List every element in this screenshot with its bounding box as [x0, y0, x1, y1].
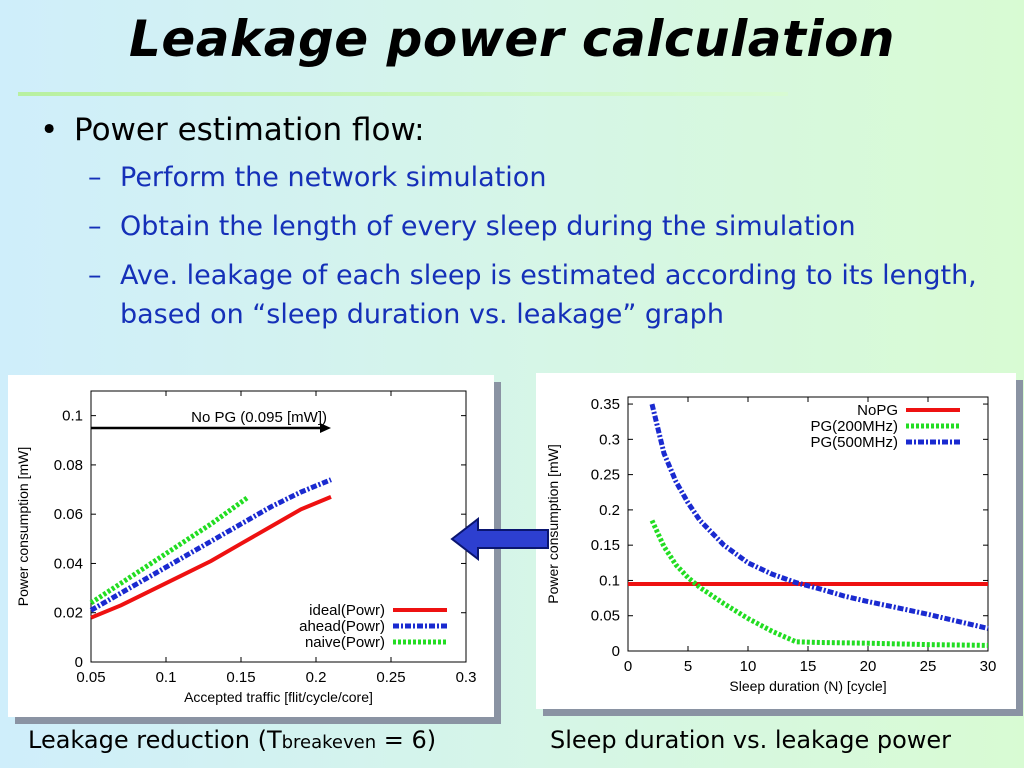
dash-icon: –	[88, 162, 102, 193]
y-tick-label: 0.25	[591, 467, 620, 484]
leakage-reduction-chart: 0.05 0.1 0.15 0.2 0.25 0.3 0 0.02 0.04 0.06 0.08 0.…	[15, 390, 477, 705]
leakage-reduction-chart-panel: 0.05 0.1 0.15 0.2 0.25 0.3 0 0.02 0.04 0.06 0.08 0.…	[8, 375, 494, 717]
series-line	[90, 495, 332, 620]
x-tick-label: 15	[800, 658, 817, 675]
y-axis-label: Power consumption [mW]	[545, 444, 561, 604]
sub-bullet-text: Ave. leakage of each sleep is estimated …	[120, 260, 977, 330]
sub-bullet-text: Obtain the length of every sleep during …	[120, 211, 856, 242]
x-tick-label: 0.3	[456, 669, 477, 686]
y-tick-label: 0.08	[54, 457, 83, 474]
x-tick-label: 0.25	[376, 669, 405, 686]
plot-frame	[90, 390, 467, 663]
x-tick-label: 10	[740, 658, 757, 675]
series-line	[89, 494, 250, 605]
main-bullet-text: Power estimation flow:	[74, 112, 425, 148]
y-axis-label: Power consumption [mW]	[15, 447, 31, 607]
x-axis-label: Sleep duration (N) [cycle]	[729, 678, 886, 694]
caption-left-suffix: = 6)	[376, 726, 437, 754]
series-line	[89, 477, 332, 613]
x-tick-label: 0.1	[156, 669, 177, 686]
no-pg-annotation: No PG (0.095 [mW])	[191, 409, 327, 426]
series-line	[649, 403, 989, 631]
x-tick-label: 5	[684, 658, 692, 675]
dash-icon: –	[88, 211, 102, 242]
sleep-duration-chart: 0 5 10 15 20 25 30 0 0.05 0.1 0.15 0.2 0.25 0.3 0.35 Sl…	[545, 396, 997, 694]
y-tick-label: 0.05	[591, 608, 620, 625]
x-tick-label: 0.05	[76, 669, 105, 686]
legend-label: PG(200MHz)	[810, 418, 898, 435]
x-axis-label: Accepted traffic [flit/cycle/core]	[184, 689, 373, 705]
y-tick-label: 0.04	[54, 555, 83, 572]
y-tick-label: 0	[612, 643, 620, 660]
y-tick-label: 0.35	[591, 396, 620, 413]
main-bullet: • Power estimation flow:	[40, 112, 1000, 148]
title-underline	[18, 92, 788, 96]
dash-icon: –	[88, 260, 102, 291]
sub-bullet-list: – Perform the network simulation – Obtain …	[40, 158, 1000, 334]
y-tick-label: 0.1	[599, 572, 620, 589]
bullet-dot-icon: •	[40, 112, 59, 148]
x-tick-label: 20	[860, 658, 877, 675]
caption-leakage-reduction: Leakage reduction (Tbreakeven = 6)	[28, 726, 436, 754]
left-arrow-icon	[450, 517, 549, 561]
caption-left-prefix: Leakage reduction (T	[28, 726, 282, 754]
legend-label: PG(500MHz)	[810, 434, 898, 451]
y-tick-label: 0.1	[62, 408, 83, 425]
legend-label: ahead(Powr)	[299, 618, 385, 635]
y-tick-label: 0.06	[54, 506, 83, 523]
y-tick-label: 0.02	[54, 605, 83, 622]
x-tick-label: 0.15	[226, 669, 255, 686]
no-pg-arrowhead	[320, 422, 331, 433]
sub-bullet: – Obtain the length of every sleep during…	[40, 207, 1000, 246]
x-tick-label: 0	[624, 658, 632, 675]
series-line	[649, 519, 989, 648]
y-tick-label: 0.3	[599, 431, 620, 448]
legend-label: NoPG	[857, 402, 898, 419]
x-tick-label: 25	[920, 658, 937, 675]
sub-bullet: – Ave. leakage of each sleep is estimated…	[40, 256, 1000, 334]
x-tick-label: 0.2	[306, 669, 327, 686]
y-tick-label: 0.15	[591, 537, 620, 554]
sub-bullet: – Perform the network simulation	[40, 158, 1000, 197]
sleep-duration-chart-panel: 0 5 10 15 20 25 30 0 0.05 0.1 0.15 0.2 0.25 0.3 0.35 Sl…	[536, 373, 1016, 709]
sub-bullet-text: Perform the network simulation	[120, 162, 547, 193]
y-tick-label: 0.2	[599, 502, 620, 519]
bullet-list: • Power estimation flow: – Perform the ne…	[40, 112, 1000, 344]
caption-left-subscript: breakeven	[281, 732, 377, 753]
legend-label: naive(Powr)	[305, 634, 385, 651]
caption-sleep-duration: Sleep duration vs. leakage power	[550, 726, 952, 754]
slide-title: Leakage power calculation	[128, 10, 896, 68]
plot-frame	[627, 396, 989, 652]
x-tick-label: 30	[980, 658, 997, 675]
legend-label: ideal(Powr)	[309, 602, 385, 619]
y-tick-label: 0	[75, 654, 83, 671]
